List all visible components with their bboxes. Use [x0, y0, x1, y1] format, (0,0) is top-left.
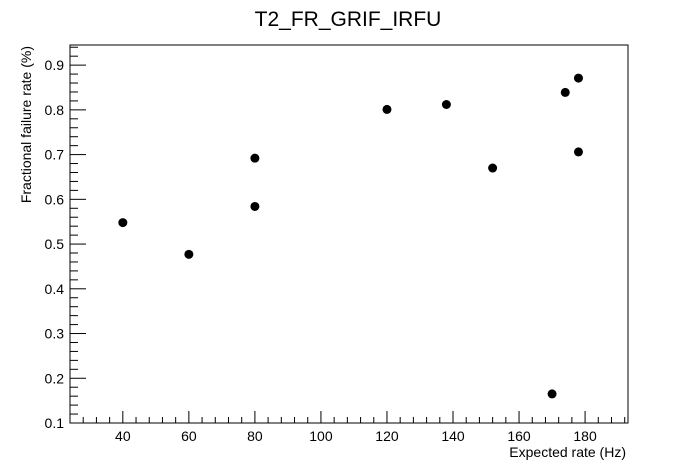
chart-title: T2_FR_GRIF_IRFU — [255, 8, 442, 31]
data-point — [382, 104, 392, 114]
y-tick-label: 0.5 — [45, 236, 65, 252]
y-tick-label: 0.1 — [45, 415, 65, 431]
y-tick-label: 0.6 — [45, 191, 65, 207]
x-tick-label: 180 — [573, 428, 597, 444]
y-tick-label: 0.7 — [45, 147, 65, 163]
data-points — [118, 73, 583, 399]
data-point — [118, 218, 128, 228]
x-tick-label: 120 — [375, 428, 399, 444]
x-axis-label: Expected rate (Hz) — [509, 444, 626, 460]
data-point — [560, 87, 570, 97]
y-axis-label: Fractional failure rate (%) — [18, 46, 34, 203]
x-tick-label: 40 — [115, 428, 131, 444]
data-point — [250, 201, 260, 211]
x-tick-label: 100 — [309, 428, 333, 444]
data-point — [488, 163, 498, 173]
x-axis-ticks — [82, 411, 626, 423]
x-tick-label: 80 — [247, 428, 263, 444]
y-axis-tick-labels: 0.1 0.2 0.3 0.4 0.5 0.6 0.7 0.8 0.9 — [45, 57, 65, 431]
data-point — [250, 153, 260, 163]
data-point — [441, 99, 451, 109]
y-tick-label: 0.9 — [45, 57, 65, 73]
y-axis-ticks — [70, 46, 86, 424]
y-tick-label: 0.4 — [45, 281, 65, 297]
data-point — [573, 73, 583, 83]
x-tick-label: 160 — [507, 428, 531, 444]
y-tick-label: 0.8 — [45, 102, 65, 118]
plot-frame — [69, 44, 629, 424]
y-tick-label: 0.3 — [45, 326, 65, 342]
y-tick-label: 0.2 — [45, 370, 65, 386]
data-point — [573, 147, 583, 157]
data-point — [547, 389, 557, 399]
x-tick-label: 140 — [441, 428, 465, 444]
data-point — [184, 249, 194, 259]
x-tick-label: 60 — [181, 428, 197, 444]
x-axis-tick-labels: 40 60 80 100 120 140 160 180 — [115, 428, 597, 444]
